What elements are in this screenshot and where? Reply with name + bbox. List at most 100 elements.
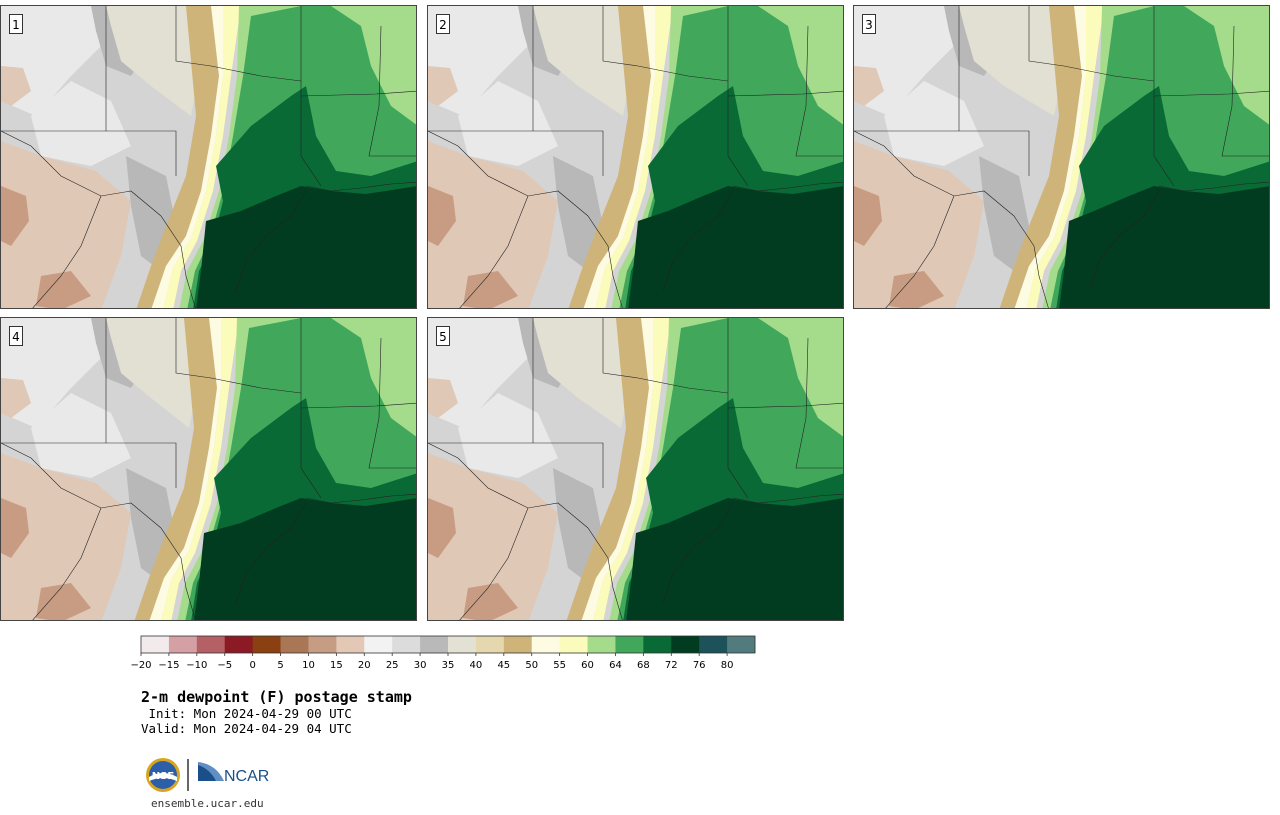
colorbar-tick-label: −10	[186, 660, 207, 671]
colorbar-swatch	[252, 636, 281, 653]
colorbar-tick-label: 0	[249, 660, 255, 671]
very-dry-region	[36, 271, 91, 308]
state-border	[662, 190, 734, 292]
very-dry-region	[428, 498, 456, 558]
state-border	[1, 130, 196, 308]
colorbar-swatch	[280, 636, 309, 653]
plains-region	[533, 318, 631, 428]
state-border	[175, 6, 302, 82]
very-dry-region	[1, 378, 31, 418]
transition-band	[163, 6, 241, 308]
very-dry-region	[854, 186, 882, 246]
dry-region	[979, 156, 1029, 271]
transition-band	[595, 6, 673, 308]
state-border	[106, 442, 177, 488]
state-border	[106, 130, 177, 176]
state-border	[1028, 6, 1155, 82]
colorbar-swatch	[141, 636, 170, 653]
state-border	[300, 318, 322, 499]
transition-band	[999, 6, 1092, 308]
very-dry-region	[463, 583, 518, 620]
member-label: 3	[862, 14, 876, 34]
title-block: 2-m dewpoint (F) postage stamp Init: Mon…	[141, 688, 412, 736]
colorbar-tick-label: 60	[581, 660, 594, 671]
very-dry-region	[1, 186, 29, 246]
ncar-logo: NCAR	[198, 762, 269, 785]
state-border	[1158, 181, 1269, 192]
transition-band	[134, 318, 227, 620]
state-border	[602, 318, 729, 394]
state-border	[533, 442, 604, 488]
state-border	[727, 318, 749, 499]
gulf-region	[194, 498, 416, 620]
very-dry-region	[854, 141, 984, 308]
colorbar-swatch	[503, 636, 533, 653]
state-border	[32, 195, 102, 308]
colorbar-tick-label: −5	[217, 660, 232, 671]
map-title: 2-m dewpoint (F) postage stamp	[141, 688, 412, 706]
state-border	[795, 25, 843, 157]
very-dry-region	[428, 141, 558, 308]
plains-region	[106, 6, 201, 116]
very-dry-region	[889, 271, 944, 308]
state-border	[305, 181, 416, 192]
colorbar-tick-label: 15	[330, 660, 343, 671]
state-border	[32, 507, 102, 620]
colorbar-swatch	[392, 636, 421, 653]
valid-time: Valid: Mon 2024-04-29 04 UTC	[141, 721, 352, 736]
colorbar-tick-label: 30	[414, 660, 427, 671]
colorbar-tick-label: 80	[721, 660, 734, 671]
state-border	[368, 25, 416, 157]
state-border	[428, 442, 623, 620]
map-panel-3: 3	[853, 5, 1270, 309]
state-border	[732, 493, 843, 504]
member-label: 1	[9, 14, 23, 34]
very-dry-region	[1, 453, 131, 620]
state-border	[662, 502, 734, 604]
state-border	[533, 130, 604, 176]
state-border	[300, 90, 416, 97]
transition-band	[161, 318, 239, 620]
transition-band	[568, 6, 661, 308]
dewpoint-map	[428, 318, 843, 620]
colorbar-swatch	[727, 636, 756, 653]
colorbar-swatch	[615, 636, 644, 653]
colorbar-swatch	[420, 636, 449, 653]
state-border	[459, 507, 529, 620]
dewpoint-map	[428, 6, 843, 308]
colorbar-swatch	[168, 636, 198, 653]
state-border	[727, 402, 843, 409]
state-border	[1088, 190, 1160, 292]
member-label: 4	[9, 326, 23, 346]
colorbar-tick-label: 25	[386, 660, 399, 671]
colorbar-swatch	[364, 636, 393, 653]
colorbar-swatch	[308, 636, 337, 653]
plains-region	[959, 6, 1064, 116]
nsf-logo-text: NSF	[152, 771, 174, 782]
colorbar-swatch	[196, 636, 226, 653]
transition-band	[136, 6, 229, 308]
transition-band	[593, 318, 671, 620]
dewpoint-map	[854, 6, 1269, 308]
state-border	[235, 502, 307, 604]
colorbar-tick-label: 50	[525, 660, 538, 671]
colorbar-swatch	[699, 636, 728, 653]
colorbar-tick-label: 40	[470, 660, 483, 671]
colorbar-swatch	[587, 636, 616, 653]
very-dry-region	[428, 66, 458, 106]
state-border	[1, 442, 196, 620]
state-border	[459, 195, 529, 308]
colorbar-swatch	[224, 636, 254, 653]
nsf-logo: NSF	[146, 758, 180, 792]
very-dry-region	[1, 66, 31, 106]
colorbar: −20 −15 −10 −5 0 5 10 15 20 25 30 35 40 45 50 55 60 64 68 7…	[130, 635, 756, 671]
colorbar-tick-label: 72	[665, 660, 678, 671]
state-border	[727, 6, 749, 187]
state-border	[300, 402, 416, 409]
very-dry-region	[1, 141, 131, 308]
state-border	[602, 6, 729, 82]
website-link[interactable]: ensemble.ucar.edu	[151, 797, 264, 810]
very-dry-region	[463, 271, 518, 308]
colorbar-tick-label: −15	[158, 660, 179, 671]
colorbar-tick-label: 68	[637, 660, 650, 671]
